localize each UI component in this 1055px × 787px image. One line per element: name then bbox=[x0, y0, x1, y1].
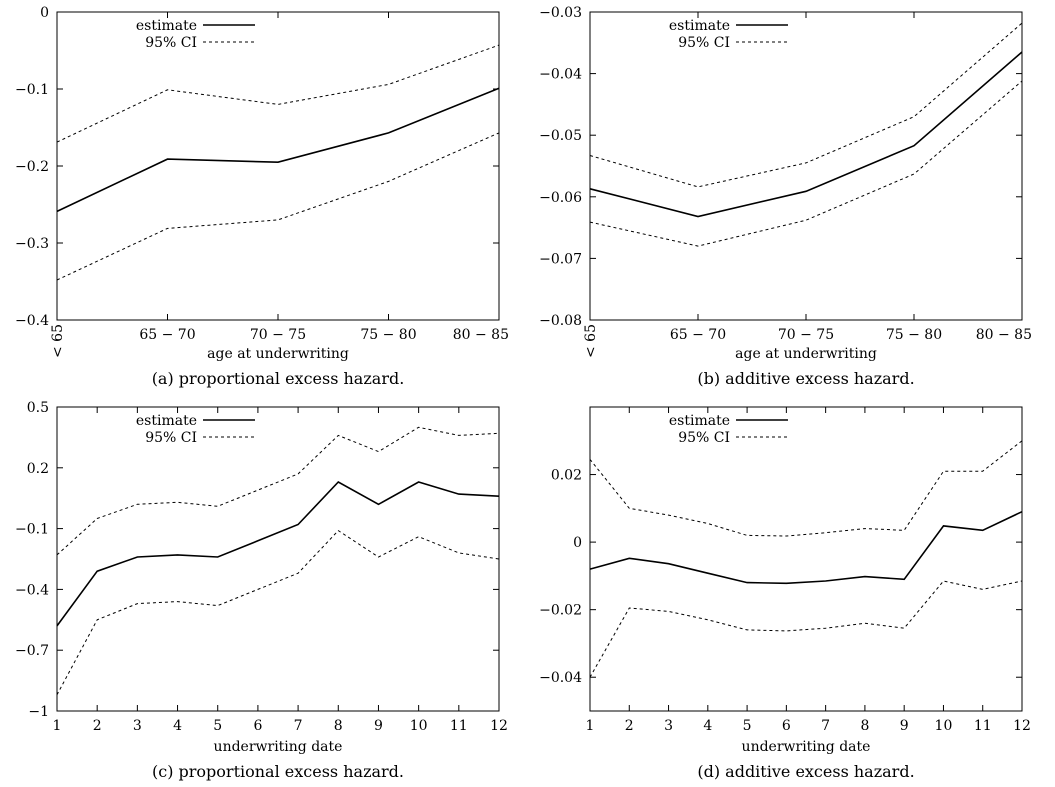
chart-panel-2: 0.50.2−0.1−0.4−0.7−11 2 3 4 5 6 7 8 9 10 11 12under… bbox=[15, 400, 508, 781]
legend-label-estimate: estimate bbox=[669, 18, 730, 34]
ci-line-1 bbox=[589, 440, 1023, 537]
x-tick-label: 10 bbox=[410, 718, 428, 734]
ci-line-2 bbox=[589, 580, 1023, 678]
x-axis-label: age at underwriting bbox=[207, 346, 349, 362]
chart-panel-1: −0.03 −0.04 −0.05 −0.06 −0.07 −0.08< 65 65 − 7… bbox=[539, 5, 1032, 388]
chart-caption: (b) additive excess hazard. bbox=[697, 369, 914, 388]
chart-panel-3: 0.020−0.02−0.041 2 3 4 5 6 7 8 9 10 11 12underwriti… bbox=[539, 406, 1031, 781]
x-tick-label: 6 bbox=[782, 718, 791, 734]
x-tick-label: 9 bbox=[374, 718, 383, 734]
x-axis-label: age at underwriting bbox=[735, 346, 877, 362]
y-tick-label: 0.5 bbox=[27, 400, 49, 416]
legend-label-ci: 95% CI bbox=[678, 430, 730, 446]
estimate-line bbox=[589, 51, 1023, 218]
x-tick-label: 4 bbox=[703, 718, 712, 734]
y-tick-label: 0.02 bbox=[551, 468, 582, 484]
y-tick-label: 0 bbox=[573, 535, 582, 551]
x-tick-label: 7 bbox=[821, 718, 830, 734]
x-tick-label: 65 − 70 bbox=[670, 327, 726, 343]
ci-line-2 bbox=[589, 80, 1023, 247]
y-tick-label: −0.04 bbox=[539, 670, 582, 686]
x-tick-label: 2 bbox=[625, 718, 634, 734]
x-tick-label: 11 bbox=[450, 718, 468, 734]
x-axis-label: underwriting date bbox=[742, 739, 871, 755]
y-tick-label: 0 bbox=[40, 5, 49, 21]
x-tick-label: 9 bbox=[900, 718, 909, 734]
legend-label-ci: 95% CI bbox=[145, 430, 197, 446]
x-tick-label: 75 − 80 bbox=[360, 327, 416, 343]
x-axis-label: underwriting date bbox=[214, 739, 343, 755]
ci-line-1 bbox=[56, 44, 500, 143]
x-tick-label: 5 bbox=[213, 718, 222, 734]
x-tick-label: 1 bbox=[586, 718, 595, 734]
x-tick-label: 12 bbox=[1013, 718, 1031, 734]
y-tick-label: −0.1 bbox=[15, 522, 49, 538]
y-tick-label: −0.2 bbox=[15, 159, 49, 175]
y-tick-label: −0.4 bbox=[15, 313, 49, 329]
legend-label-estimate: estimate bbox=[136, 18, 197, 34]
chart-caption: (a) proportional excess hazard. bbox=[152, 369, 405, 388]
y-tick-label: −0.05 bbox=[539, 128, 582, 144]
x-tick-label: 5 bbox=[743, 718, 752, 734]
y-tick-label: −0.06 bbox=[539, 190, 582, 206]
x-tick-label: 2 bbox=[93, 718, 102, 734]
y-tick-label: −0.7 bbox=[15, 643, 49, 659]
x-tick-label: 12 bbox=[490, 718, 508, 734]
x-tick-label: 75 − 80 bbox=[886, 327, 942, 343]
x-tick-label: 65 − 70 bbox=[139, 327, 195, 343]
ci-line-2 bbox=[56, 529, 500, 696]
x-tick-label: 4 bbox=[173, 718, 182, 734]
x-tick-label: 3 bbox=[664, 718, 673, 734]
legend-label-ci: 95% CI bbox=[145, 35, 197, 51]
y-tick-label: −0.02 bbox=[539, 603, 582, 619]
y-tick-label: −0.04 bbox=[539, 67, 582, 83]
ci-line-1 bbox=[56, 426, 500, 556]
chart-panel-0: 0 −0.1 −0.2 −0.3 −0.4< 65 65 − 70 70 − 75 75 − … bbox=[15, 5, 509, 388]
legend-label-estimate: estimate bbox=[136, 413, 197, 429]
x-tick-label: 10 bbox=[935, 718, 953, 734]
x-tick-label: < 65 bbox=[583, 324, 599, 358]
plot-frame bbox=[56, 11, 500, 321]
plot-frame bbox=[56, 406, 500, 712]
ci-line-1 bbox=[589, 22, 1023, 188]
estimate-line bbox=[589, 510, 1023, 585]
y-tick-label: −0.08 bbox=[539, 313, 582, 329]
y-tick-label: −0.1 bbox=[15, 82, 49, 98]
x-tick-label: 80 − 85 bbox=[453, 327, 509, 343]
y-tick-label: −0.07 bbox=[539, 251, 582, 267]
chart-caption: (c) proportional excess hazard. bbox=[152, 762, 404, 781]
plot-frame bbox=[589, 11, 1023, 321]
y-tick-label: −0.4 bbox=[15, 582, 49, 598]
x-tick-label: 11 bbox=[974, 718, 992, 734]
x-tick-label: 70 − 75 bbox=[778, 327, 834, 343]
ci-line-2 bbox=[56, 132, 500, 281]
y-tick-label: −0.3 bbox=[15, 236, 49, 252]
y-tick-label: −1 bbox=[28, 704, 49, 720]
x-tick-label: < 65 bbox=[50, 324, 66, 358]
x-tick-label: 1 bbox=[53, 718, 62, 734]
y-tick-label: 0.2 bbox=[27, 461, 49, 477]
x-tick-label: 70 − 75 bbox=[250, 327, 306, 343]
estimate-line bbox=[56, 480, 500, 627]
x-tick-label: 6 bbox=[253, 718, 262, 734]
plot-frame bbox=[589, 406, 1023, 712]
chart-caption: (d) additive excess hazard. bbox=[697, 762, 914, 781]
y-tick-label: −0.03 bbox=[539, 5, 582, 21]
x-tick-label: 8 bbox=[334, 718, 343, 734]
estimate-line bbox=[56, 87, 500, 213]
x-tick-label: 7 bbox=[294, 718, 303, 734]
x-tick-label: 80 − 85 bbox=[976, 327, 1032, 343]
legend-label-estimate: estimate bbox=[669, 413, 730, 429]
legend-label-ci: 95% CI bbox=[678, 35, 730, 51]
x-tick-label: 8 bbox=[860, 718, 869, 734]
x-tick-label: 3 bbox=[133, 718, 142, 734]
